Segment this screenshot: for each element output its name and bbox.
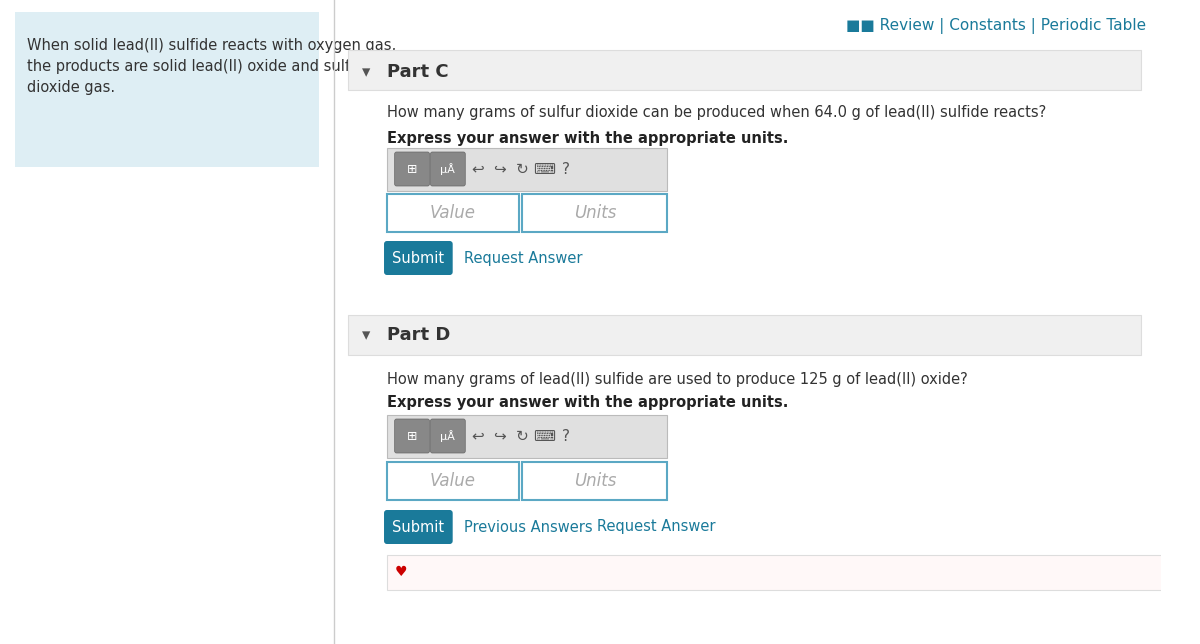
Text: ↻: ↻ [516, 162, 529, 176]
FancyBboxPatch shape [386, 194, 520, 232]
Text: Units: Units [574, 472, 616, 490]
Text: ■■ Review | Constants | Periodic Table: ■■ Review | Constants | Periodic Table [846, 18, 1146, 34]
Text: ↻: ↻ [516, 428, 529, 444]
FancyBboxPatch shape [522, 194, 667, 232]
Text: ?: ? [562, 428, 570, 444]
Text: ?: ? [562, 162, 570, 176]
Text: How many grams of lead(II) sulfide are used to produce 125 g of lead(II) oxide?: How many grams of lead(II) sulfide are u… [386, 372, 967, 387]
FancyBboxPatch shape [395, 152, 430, 186]
Text: ⌨: ⌨ [533, 162, 554, 176]
Text: Part C: Part C [386, 63, 449, 81]
Text: ♥: ♥ [395, 565, 407, 579]
Text: ⌨: ⌨ [533, 428, 554, 444]
FancyBboxPatch shape [386, 462, 520, 500]
Text: ⊞: ⊞ [407, 430, 418, 442]
FancyBboxPatch shape [384, 241, 452, 275]
Text: Value: Value [430, 472, 475, 490]
Text: Previous Answers: Previous Answers [464, 520, 593, 535]
Text: Value: Value [430, 204, 475, 222]
Text: Request Answer: Request Answer [464, 251, 583, 265]
Text: Request Answer: Request Answer [596, 520, 715, 535]
Text: ⊞: ⊞ [407, 162, 418, 176]
Text: When solid lead(II) sulfide reacts with oxygen gas,
the products are solid lead(: When solid lead(II) sulfide reacts with … [28, 38, 396, 95]
Text: ↩: ↩ [472, 162, 485, 176]
FancyBboxPatch shape [431, 152, 466, 186]
FancyBboxPatch shape [386, 415, 667, 458]
Text: ↩: ↩ [472, 428, 485, 444]
Text: ▾: ▾ [361, 63, 370, 81]
Bar [348, 50, 1141, 90]
FancyBboxPatch shape [386, 148, 667, 191]
Bar [348, 315, 1141, 355]
FancyBboxPatch shape [522, 462, 667, 500]
Text: Submit: Submit [392, 520, 444, 535]
FancyBboxPatch shape [386, 555, 1170, 590]
Text: Part D: Part D [386, 326, 450, 344]
Text: Units: Units [574, 204, 616, 222]
FancyBboxPatch shape [14, 12, 319, 167]
Text: μÅ: μÅ [440, 163, 455, 175]
Text: Express your answer with the appropriate units.: Express your answer with the appropriate… [386, 131, 788, 146]
Text: How many grams of sulfur dioxide can be produced when 64.0 g of lead(II) sulfide: How many grams of sulfur dioxide can be … [386, 105, 1046, 120]
Text: Submit: Submit [392, 251, 444, 265]
Text: μÅ: μÅ [440, 430, 455, 442]
Text: Express your answer with the appropriate units.: Express your answer with the appropriate… [386, 395, 788, 410]
Text: ↪: ↪ [493, 428, 505, 444]
Text: ▾: ▾ [361, 326, 370, 344]
FancyBboxPatch shape [395, 419, 430, 453]
Text: ↪: ↪ [493, 162, 505, 176]
FancyBboxPatch shape [431, 419, 466, 453]
FancyBboxPatch shape [384, 510, 452, 544]
